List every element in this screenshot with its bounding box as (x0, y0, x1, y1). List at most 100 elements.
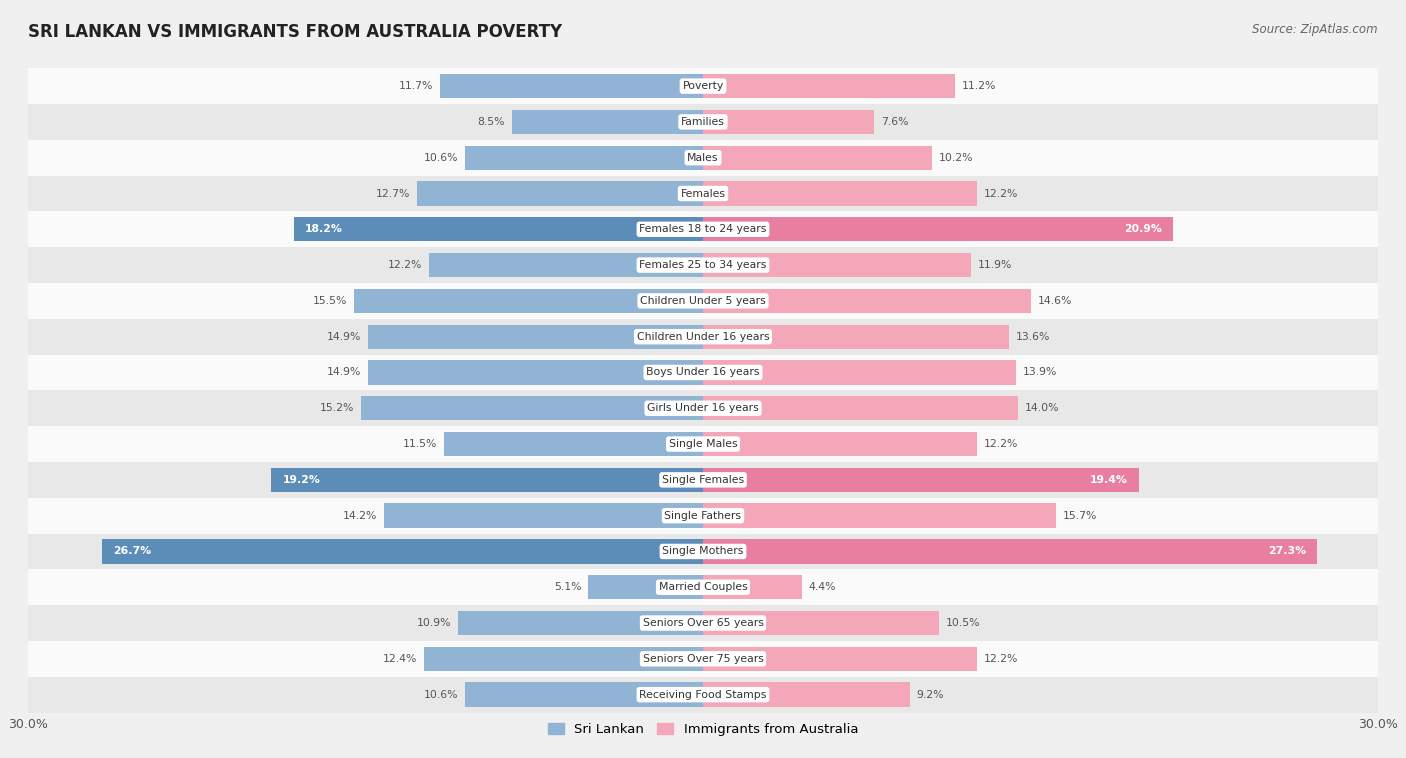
Text: Married Couples: Married Couples (658, 582, 748, 592)
Text: Boys Under 16 years: Boys Under 16 years (647, 368, 759, 377)
Text: 12.2%: 12.2% (984, 654, 1018, 664)
Text: 14.0%: 14.0% (1025, 403, 1059, 413)
Text: Girls Under 16 years: Girls Under 16 years (647, 403, 759, 413)
Bar (368, 360, 703, 384)
Bar (703, 110, 875, 134)
Text: 15.7%: 15.7% (1063, 511, 1097, 521)
Text: Females 25 to 34 years: Females 25 to 34 years (640, 260, 766, 270)
Text: 20.9%: 20.9% (1123, 224, 1161, 234)
Text: Seniors Over 65 years: Seniors Over 65 years (643, 618, 763, 628)
Text: 14.6%: 14.6% (1038, 296, 1073, 306)
Bar (464, 146, 703, 170)
Bar (703, 575, 801, 600)
Bar (28, 569, 1378, 605)
Text: 19.2%: 19.2% (283, 475, 321, 485)
Text: 19.4%: 19.4% (1090, 475, 1128, 485)
Text: Source: ZipAtlas.com: Source: ZipAtlas.com (1253, 23, 1378, 36)
Bar (28, 176, 1378, 211)
Text: 10.2%: 10.2% (939, 152, 974, 163)
Bar (28, 247, 1378, 283)
Text: 4.4%: 4.4% (808, 582, 837, 592)
Bar (28, 641, 1378, 677)
Text: 11.2%: 11.2% (962, 81, 995, 91)
Bar (425, 647, 703, 671)
Bar (703, 539, 1317, 564)
Bar (703, 647, 977, 671)
Bar (703, 181, 977, 205)
Text: 27.3%: 27.3% (1268, 547, 1306, 556)
Text: 12.2%: 12.2% (984, 439, 1018, 449)
Text: 5.1%: 5.1% (554, 582, 582, 592)
Bar (444, 432, 703, 456)
Bar (703, 503, 1056, 528)
Bar (440, 74, 703, 99)
Text: 12.7%: 12.7% (377, 189, 411, 199)
Text: 7.6%: 7.6% (880, 117, 908, 127)
Text: 9.2%: 9.2% (917, 690, 945, 700)
Bar (28, 355, 1378, 390)
Text: 12.4%: 12.4% (382, 654, 418, 664)
Text: 11.5%: 11.5% (404, 439, 437, 449)
Text: Receiving Food Stamps: Receiving Food Stamps (640, 690, 766, 700)
Bar (703, 217, 1173, 242)
Legend: Sri Lankan, Immigrants from Australia: Sri Lankan, Immigrants from Australia (543, 717, 863, 741)
Text: 12.2%: 12.2% (984, 189, 1018, 199)
Text: Single Mothers: Single Mothers (662, 547, 744, 556)
Bar (512, 110, 703, 134)
Bar (703, 396, 1018, 421)
Bar (361, 396, 703, 421)
Bar (703, 324, 1010, 349)
Bar (294, 217, 703, 242)
Text: SRI LANKAN VS IMMIGRANTS FROM AUSTRALIA POVERTY: SRI LANKAN VS IMMIGRANTS FROM AUSTRALIA … (28, 23, 562, 41)
Text: 10.5%: 10.5% (946, 618, 980, 628)
Bar (703, 611, 939, 635)
Text: 11.9%: 11.9% (977, 260, 1012, 270)
Bar (28, 139, 1378, 176)
Text: 15.5%: 15.5% (314, 296, 347, 306)
Bar (28, 390, 1378, 426)
Bar (28, 426, 1378, 462)
Text: Children Under 16 years: Children Under 16 years (637, 332, 769, 342)
Bar (429, 253, 703, 277)
Text: Single Females: Single Females (662, 475, 744, 485)
Bar (354, 289, 703, 313)
Bar (588, 575, 703, 600)
Text: 14.9%: 14.9% (326, 368, 361, 377)
Text: 18.2%: 18.2% (305, 224, 343, 234)
Bar (703, 468, 1139, 492)
Text: Seniors Over 75 years: Seniors Over 75 years (643, 654, 763, 664)
Text: Females: Females (681, 189, 725, 199)
Bar (28, 534, 1378, 569)
Bar (368, 324, 703, 349)
Bar (28, 677, 1378, 713)
Bar (703, 74, 955, 99)
Text: Families: Families (681, 117, 725, 127)
Text: 8.5%: 8.5% (478, 117, 505, 127)
Text: Poverty: Poverty (682, 81, 724, 91)
Bar (703, 432, 977, 456)
Text: 14.2%: 14.2% (343, 511, 377, 521)
Text: Single Fathers: Single Fathers (665, 511, 741, 521)
Bar (28, 283, 1378, 319)
Bar (703, 289, 1032, 313)
Text: 15.2%: 15.2% (321, 403, 354, 413)
Bar (103, 539, 703, 564)
Bar (271, 468, 703, 492)
Bar (28, 319, 1378, 355)
Bar (28, 605, 1378, 641)
Text: 26.7%: 26.7% (114, 547, 152, 556)
Text: 13.9%: 13.9% (1022, 368, 1057, 377)
Bar (28, 211, 1378, 247)
Text: 14.9%: 14.9% (326, 332, 361, 342)
Text: 13.6%: 13.6% (1015, 332, 1050, 342)
Bar (28, 498, 1378, 534)
Bar (703, 253, 970, 277)
Bar (28, 462, 1378, 498)
Bar (418, 181, 703, 205)
Bar (703, 682, 910, 706)
Bar (464, 682, 703, 706)
Text: 11.7%: 11.7% (399, 81, 433, 91)
Text: Single Males: Single Males (669, 439, 737, 449)
Bar (703, 146, 932, 170)
Text: 10.9%: 10.9% (416, 618, 451, 628)
